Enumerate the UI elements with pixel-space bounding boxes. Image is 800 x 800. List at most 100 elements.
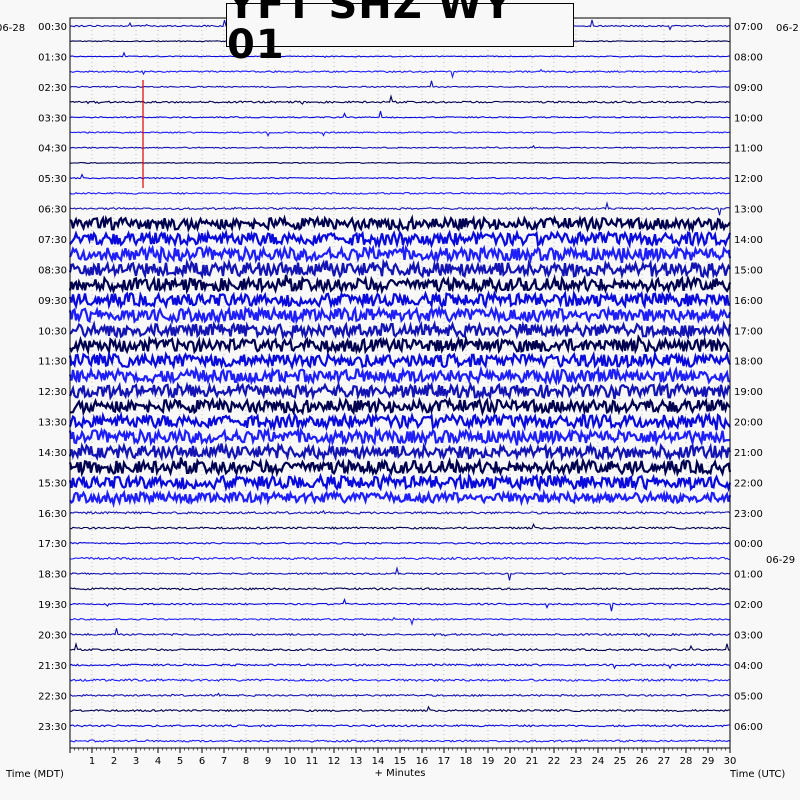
x-axis-label: + Minutes — [375, 768, 426, 779]
right-time-label: 19:00 — [734, 387, 763, 398]
right-time-label: 14:00 — [734, 235, 763, 246]
trace-line — [68, 381, 731, 402]
x-tick-label: 2 — [111, 756, 117, 767]
x-tick-label: 13 — [350, 756, 363, 767]
trace-line — [69, 628, 731, 638]
right-time-label: 16:00 — [734, 296, 763, 307]
right-time-label: 00:00 — [734, 539, 763, 550]
trace-line — [69, 191, 731, 195]
x-axis: 1 2 3 4 5 6 7 8 9 10 11 12 13 14 15 16 17 18 19 20 21 22 23 24 2… — [69, 748, 737, 767]
x-tick-label: 28 — [680, 756, 693, 767]
chart-title-box: YFT SHZ WY 01 — [226, 0, 574, 65]
trace-line — [69, 131, 730, 137]
trace-line — [69, 587, 731, 591]
trace-line — [69, 566, 731, 581]
left-time-label: 16:30 — [38, 509, 67, 520]
trace-line — [68, 441, 732, 463]
left-time-label: 10:30 — [38, 326, 67, 337]
x-tick-label: 25 — [614, 756, 627, 767]
left-time-label: 14:30 — [38, 448, 67, 459]
right-time-label: 08:00 — [734, 52, 763, 63]
right-time-label: 17:00 — [734, 326, 763, 337]
right-time-label: 07:00 — [734, 22, 763, 33]
right-time-label: 01:00 — [734, 570, 763, 581]
x-tick-label: 7 — [221, 756, 227, 767]
left-time-label: 02:30 — [38, 83, 67, 94]
trace-line — [69, 396, 731, 417]
trace-line — [69, 214, 731, 234]
left-time-label: 03:30 — [38, 113, 67, 124]
right-time-label: 10:00 — [734, 113, 763, 124]
x-tick-label: 26 — [636, 756, 649, 767]
left-time-label: 01:30 — [38, 52, 67, 63]
left-time-axis: 00:30 01:30 02:30 03:30 04:30 05:30 06:30 07:30… — [38, 22, 67, 733]
left-time-label: 22:30 — [38, 691, 67, 702]
trace-line — [69, 201, 731, 216]
left-time-label: 09:30 — [38, 296, 67, 307]
x-tick-label: 1 — [89, 756, 95, 767]
date-left: 06-28 — [0, 23, 25, 34]
left-time-label: 08:30 — [38, 265, 67, 276]
right-axis-title: Time (UTC) — [729, 769, 785, 780]
right-time-label: 18:00 — [734, 357, 763, 368]
trace-line — [69, 556, 731, 561]
right-time-label: 23:00 — [734, 509, 763, 520]
x-tick-label: 23 — [570, 756, 583, 767]
trace-line — [69, 68, 731, 79]
trace-line — [69, 243, 732, 265]
trace-line — [68, 258, 731, 280]
trace-line — [69, 541, 731, 545]
trace-line — [68, 274, 732, 295]
left-time-label: 12:30 — [38, 387, 67, 398]
x-tick-label: 12 — [328, 756, 341, 767]
trace-line — [69, 228, 732, 250]
right-time-label: 09:00 — [734, 83, 763, 94]
x-tick-label: 8 — [243, 756, 249, 767]
x-tick-label: 11 — [306, 756, 319, 767]
x-tick-label: 30 — [724, 756, 737, 767]
x-tick-label: 10 — [284, 756, 297, 767]
left-time-label: 06:30 — [38, 205, 67, 216]
left-time-label: 20:30 — [38, 631, 67, 642]
right-time-label: 22:00 — [734, 478, 763, 489]
left-time-label: 18:30 — [38, 570, 67, 581]
x-tick-label: 15 — [394, 756, 407, 767]
trace-line — [68, 304, 732, 325]
trace-line — [69, 173, 731, 180]
trace-line — [69, 110, 731, 119]
trace-line — [68, 350, 731, 371]
x-tick-label: 6 — [199, 756, 205, 767]
trace-line — [68, 456, 732, 478]
left-time-label: 23:30 — [38, 722, 67, 733]
x-tick-label: 9 — [265, 756, 271, 767]
trace-line — [69, 333, 730, 356]
date-mid-right: 06-29 — [766, 555, 795, 566]
x-tick-label: 17 — [438, 756, 451, 767]
trace-line — [69, 692, 731, 698]
right-time-label: 05:00 — [734, 691, 763, 702]
x-tick-label: 27 — [658, 756, 671, 767]
right-time-label: 03:00 — [734, 631, 763, 642]
right-time-label: 04:00 — [734, 661, 763, 672]
left-axis-title: Time (MDT) — [5, 769, 64, 780]
left-time-label: 00:30 — [38, 22, 67, 33]
x-tick-label: 20 — [504, 756, 517, 767]
chart-title: YFT SHZ WY 01 — [227, 0, 513, 68]
x-tick-label: 16 — [416, 756, 429, 767]
left-time-label: 17:30 — [38, 539, 67, 550]
right-time-label: 06:00 — [734, 722, 763, 733]
trace-line — [69, 678, 731, 683]
trace-line — [70, 522, 731, 530]
trace-lines — [68, 18, 732, 743]
left-time-label: 13:30 — [38, 418, 67, 429]
trace-line — [69, 144, 731, 149]
x-tick-label: 19 — [482, 756, 495, 767]
left-time-label: 21:30 — [38, 661, 67, 672]
x-tick-label: 4 — [155, 756, 161, 767]
trace-line — [69, 739, 731, 743]
left-time-label: 19:30 — [38, 600, 67, 611]
right-time-label: 12:00 — [734, 174, 763, 185]
x-tick-label: 5 — [177, 756, 183, 767]
trace-line — [69, 641, 731, 652]
